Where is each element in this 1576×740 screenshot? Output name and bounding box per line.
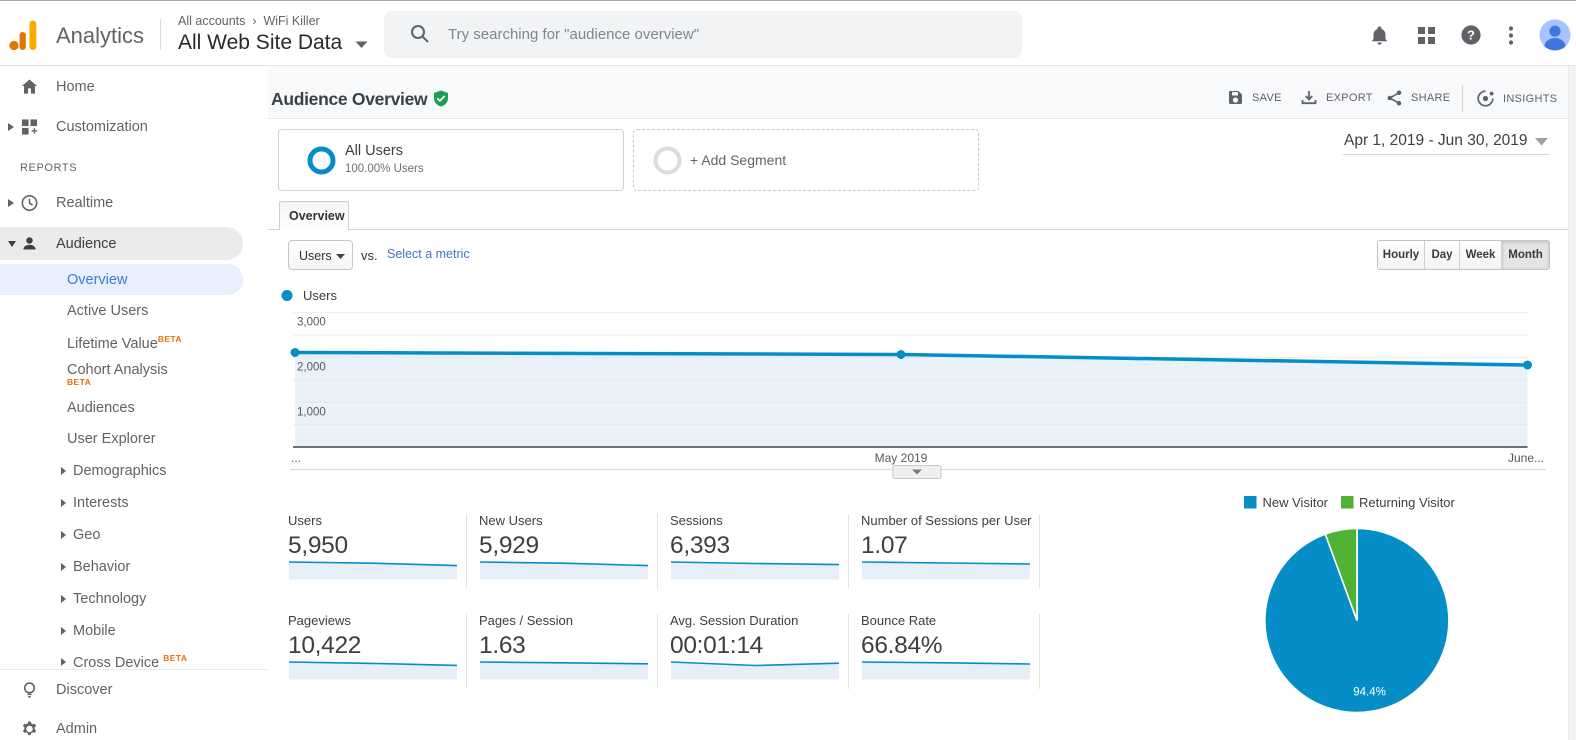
svg-text:May 2019: May 2019 [875,451,928,465]
svg-text:1,000: 1,000 [297,407,326,419]
svg-text:94.4%: 94.4% [1353,687,1386,699]
svg-text:New Visitor: New Visitor [1263,495,1329,510]
svg-text:Users: Users [303,288,337,303]
svg-text:3,000: 3,000 [297,317,326,329]
svg-text:?: ? [1467,28,1475,43]
svg-text:2,000: 2,000 [297,362,326,374]
svg-text:...: ... [291,451,301,465]
svg-text:Returning Visitor: Returning Visitor [1359,495,1456,510]
svg-text:June...: June... [1508,451,1544,465]
